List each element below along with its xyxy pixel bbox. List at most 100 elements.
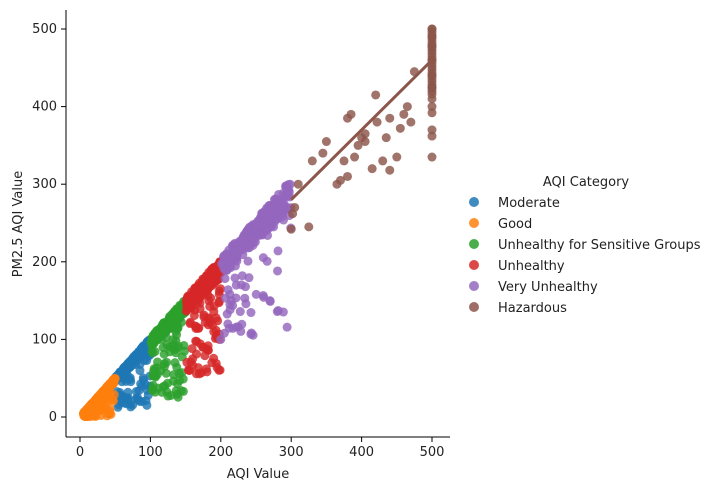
x-tick-label: 400 — [349, 445, 374, 460]
point-very-unhealthy — [258, 291, 268, 301]
point-unhealthy-for-sensitive-groups — [172, 379, 182, 389]
point-unhealthy — [201, 282, 211, 292]
point-hazardous — [360, 137, 370, 147]
point-hazardous — [343, 171, 353, 181]
data-points — [79, 24, 437, 422]
point-hazardous — [406, 117, 416, 127]
point-very-unhealthy — [231, 280, 241, 290]
point-unhealthy — [209, 307, 219, 317]
point-unhealthy-for-sensitive-groups — [159, 362, 169, 372]
point-unhealthy — [208, 278, 218, 288]
point-moderate — [137, 396, 147, 406]
y-tick-label: 0 — [49, 410, 57, 425]
point-hazardous — [293, 179, 303, 189]
point-hazardous — [385, 165, 395, 175]
point-hazardous — [318, 148, 328, 158]
point-unhealthy-for-sensitive-groups — [166, 315, 176, 325]
point-unhealthy-for-sensitive-groups — [165, 342, 175, 352]
point-very-unhealthy — [259, 219, 269, 229]
point-moderate — [133, 347, 143, 357]
point-moderate — [126, 402, 136, 412]
legend-marker — [469, 239, 479, 249]
point-unhealthy — [209, 327, 219, 337]
point-unhealthy — [184, 365, 194, 375]
point-very-unhealthy — [265, 296, 275, 306]
y-tick-label: 200 — [32, 255, 57, 270]
point-hazardous — [371, 90, 381, 100]
legend-marker — [469, 302, 479, 312]
point-unhealthy-for-sensitive-groups — [150, 347, 160, 357]
point-very-unhealthy — [220, 274, 230, 284]
point-very-unhealthy — [269, 222, 279, 232]
point-very-unhealthy — [237, 319, 247, 329]
point-unhealthy — [204, 296, 214, 306]
point-very-unhealthy — [282, 184, 292, 194]
point-moderate — [123, 395, 133, 405]
legend-label: Moderate — [498, 196, 560, 211]
x-tick-label: 100 — [138, 445, 163, 460]
point-very-unhealthy — [235, 307, 245, 317]
point-hazardous — [427, 131, 437, 141]
point-hazardous — [392, 152, 402, 162]
point-unhealthy — [198, 342, 208, 352]
point-unhealthy — [199, 310, 209, 320]
point-hazardous — [372, 117, 382, 127]
point-hazardous — [427, 94, 437, 104]
point-unhealthy — [200, 317, 210, 327]
point-hazardous — [427, 102, 437, 112]
legend: AQI Category Moderate Good Unhealthy for S… — [469, 175, 701, 316]
point-hazardous — [395, 123, 405, 133]
point-hazardous — [339, 156, 349, 166]
point-moderate — [117, 369, 127, 379]
point-moderate — [140, 379, 150, 389]
point-hazardous — [427, 82, 437, 92]
point-good — [109, 375, 119, 385]
y-tick-label: 400 — [32, 100, 57, 115]
point-unhealthy — [193, 323, 203, 333]
legend-label: Very Unhealthy — [498, 280, 598, 295]
point-hazardous — [350, 152, 360, 162]
point-unhealthy-for-sensitive-groups — [179, 341, 189, 351]
y-tick-label: 500 — [32, 22, 57, 37]
point-hazardous — [321, 137, 331, 147]
point-very-unhealthy — [230, 273, 240, 283]
point-hazardous — [427, 41, 437, 51]
point-hazardous — [367, 164, 377, 174]
legend-marker — [469, 197, 479, 207]
point-unhealthy-for-sensitive-groups — [171, 322, 181, 332]
point-unhealthy-for-sensitive-groups — [150, 387, 160, 397]
legend-label: Hazardous — [498, 301, 567, 316]
legend-marker — [469, 260, 479, 270]
point-hazardous — [381, 133, 391, 143]
point-very-unhealthy — [248, 330, 258, 340]
point-very-unhealthy — [273, 246, 283, 256]
point-unhealthy — [191, 369, 201, 379]
point-very-unhealthy — [228, 246, 238, 256]
x-tick-label: 300 — [279, 445, 304, 460]
legend-label: Good — [498, 217, 532, 232]
y-tick-label: 100 — [32, 332, 57, 347]
point-very-unhealthy — [241, 299, 251, 309]
point-unhealthy-for-sensitive-groups — [170, 358, 180, 368]
point-hazardous — [307, 156, 317, 166]
point-unhealthy — [187, 344, 197, 354]
point-good — [96, 404, 106, 414]
point-very-unhealthy — [252, 218, 262, 228]
y-axis-label: PM2.5 AQI Value — [11, 171, 26, 277]
point-hazardous — [427, 24, 437, 34]
point-unhealthy — [192, 336, 202, 346]
point-unhealthy-for-sensitive-groups — [171, 348, 181, 358]
axes: 0 100 200 300 400 500 0 100 200 300 400 500 — [32, 10, 450, 460]
regression-lines — [290, 58, 434, 201]
point-very-unhealthy — [243, 256, 253, 266]
point-unhealthy — [188, 354, 198, 364]
point-very-unhealthy — [266, 206, 276, 216]
point-very-unhealthy — [279, 201, 289, 211]
point-unhealthy — [192, 283, 202, 293]
point-very-unhealthy — [222, 265, 232, 275]
point-good — [100, 389, 110, 399]
point-very-unhealthy — [238, 245, 248, 255]
legend-title: AQI Category — [543, 175, 630, 190]
point-unhealthy — [209, 353, 219, 363]
